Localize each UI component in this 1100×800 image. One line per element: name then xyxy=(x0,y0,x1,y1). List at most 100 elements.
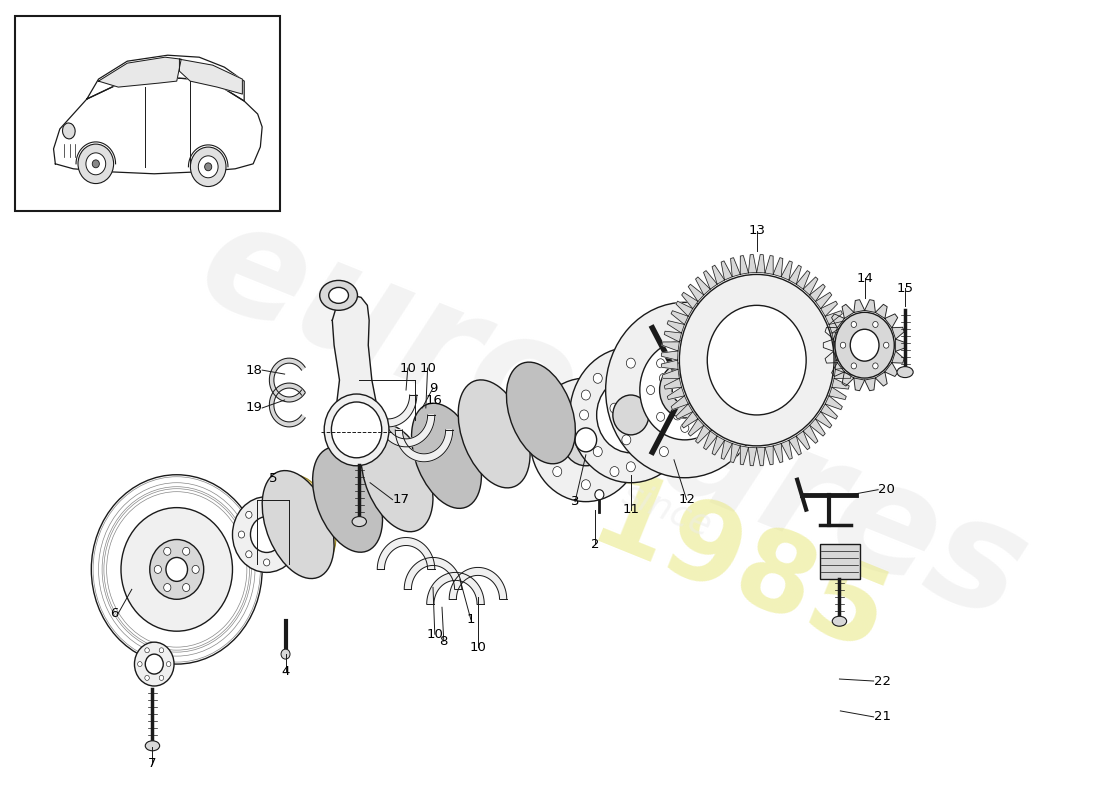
Circle shape xyxy=(681,348,689,357)
Polygon shape xyxy=(884,362,898,377)
Polygon shape xyxy=(829,321,846,333)
Circle shape xyxy=(541,435,550,445)
Circle shape xyxy=(660,362,710,418)
Polygon shape xyxy=(54,77,262,174)
Polygon shape xyxy=(661,360,678,370)
Text: 10: 10 xyxy=(419,362,436,374)
Polygon shape xyxy=(712,436,725,455)
Text: 3: 3 xyxy=(571,495,580,508)
Polygon shape xyxy=(832,378,849,389)
Polygon shape xyxy=(360,395,417,427)
Polygon shape xyxy=(892,351,904,363)
Circle shape xyxy=(239,531,244,538)
Polygon shape xyxy=(821,302,837,316)
Ellipse shape xyxy=(368,430,426,519)
Polygon shape xyxy=(781,440,792,459)
Circle shape xyxy=(282,511,287,518)
Circle shape xyxy=(621,435,630,445)
Polygon shape xyxy=(661,351,678,360)
Circle shape xyxy=(640,340,729,440)
Circle shape xyxy=(245,550,252,558)
Ellipse shape xyxy=(411,403,482,508)
Circle shape xyxy=(121,508,232,631)
Text: 16: 16 xyxy=(426,394,442,406)
Text: 21: 21 xyxy=(873,710,891,723)
Circle shape xyxy=(705,412,713,422)
Polygon shape xyxy=(773,443,783,462)
Circle shape xyxy=(575,428,596,452)
Text: 10: 10 xyxy=(399,362,416,374)
Circle shape xyxy=(851,322,857,327)
Circle shape xyxy=(190,147,226,186)
Circle shape xyxy=(672,376,697,404)
Circle shape xyxy=(593,374,603,383)
Circle shape xyxy=(166,558,187,582)
Ellipse shape xyxy=(145,741,160,750)
Circle shape xyxy=(245,511,252,518)
Polygon shape xyxy=(843,372,854,386)
Text: 19: 19 xyxy=(245,402,262,414)
Circle shape xyxy=(280,649,290,659)
Circle shape xyxy=(530,378,641,502)
Polygon shape xyxy=(789,266,801,284)
Ellipse shape xyxy=(262,470,334,578)
Circle shape xyxy=(610,403,619,413)
Circle shape xyxy=(593,446,603,457)
Circle shape xyxy=(613,395,649,435)
Polygon shape xyxy=(395,430,453,462)
Circle shape xyxy=(659,446,669,457)
Text: 7: 7 xyxy=(148,758,156,770)
Polygon shape xyxy=(815,292,832,309)
Circle shape xyxy=(596,377,666,453)
Polygon shape xyxy=(99,57,182,87)
Polygon shape xyxy=(829,387,846,399)
Ellipse shape xyxy=(459,380,530,488)
Circle shape xyxy=(164,547,170,555)
Circle shape xyxy=(570,347,692,482)
Circle shape xyxy=(251,517,283,553)
Circle shape xyxy=(198,156,218,178)
Polygon shape xyxy=(730,443,740,462)
Polygon shape xyxy=(748,447,757,466)
Circle shape xyxy=(657,358,664,368)
Text: 11: 11 xyxy=(623,503,639,516)
Circle shape xyxy=(610,466,619,477)
Ellipse shape xyxy=(465,387,522,476)
Polygon shape xyxy=(676,404,693,419)
Polygon shape xyxy=(662,342,680,351)
Polygon shape xyxy=(662,370,680,378)
Polygon shape xyxy=(671,310,689,325)
Circle shape xyxy=(192,566,199,574)
Circle shape xyxy=(595,490,604,500)
Polygon shape xyxy=(764,255,773,274)
Circle shape xyxy=(715,386,723,394)
Circle shape xyxy=(680,274,834,446)
Bar xyxy=(15,16,280,210)
Text: 2: 2 xyxy=(591,538,600,551)
Circle shape xyxy=(145,675,150,680)
Circle shape xyxy=(872,322,878,327)
Polygon shape xyxy=(676,302,693,316)
Circle shape xyxy=(183,547,190,555)
Polygon shape xyxy=(781,261,792,280)
Polygon shape xyxy=(796,431,810,450)
Polygon shape xyxy=(865,378,876,390)
Circle shape xyxy=(138,662,142,666)
Text: 9: 9 xyxy=(429,382,437,394)
Circle shape xyxy=(835,312,894,378)
Polygon shape xyxy=(689,284,704,302)
Polygon shape xyxy=(832,314,845,328)
Polygon shape xyxy=(722,261,733,280)
Text: 12: 12 xyxy=(678,493,695,506)
Circle shape xyxy=(553,403,562,413)
Polygon shape xyxy=(834,342,851,351)
Circle shape xyxy=(232,497,300,572)
Polygon shape xyxy=(821,404,837,419)
Polygon shape xyxy=(179,59,242,94)
Text: 8: 8 xyxy=(440,634,448,648)
Bar xyxy=(820,545,860,579)
Text: 10: 10 xyxy=(427,628,443,641)
Ellipse shape xyxy=(63,123,75,139)
Polygon shape xyxy=(664,378,682,389)
Circle shape xyxy=(659,374,669,383)
